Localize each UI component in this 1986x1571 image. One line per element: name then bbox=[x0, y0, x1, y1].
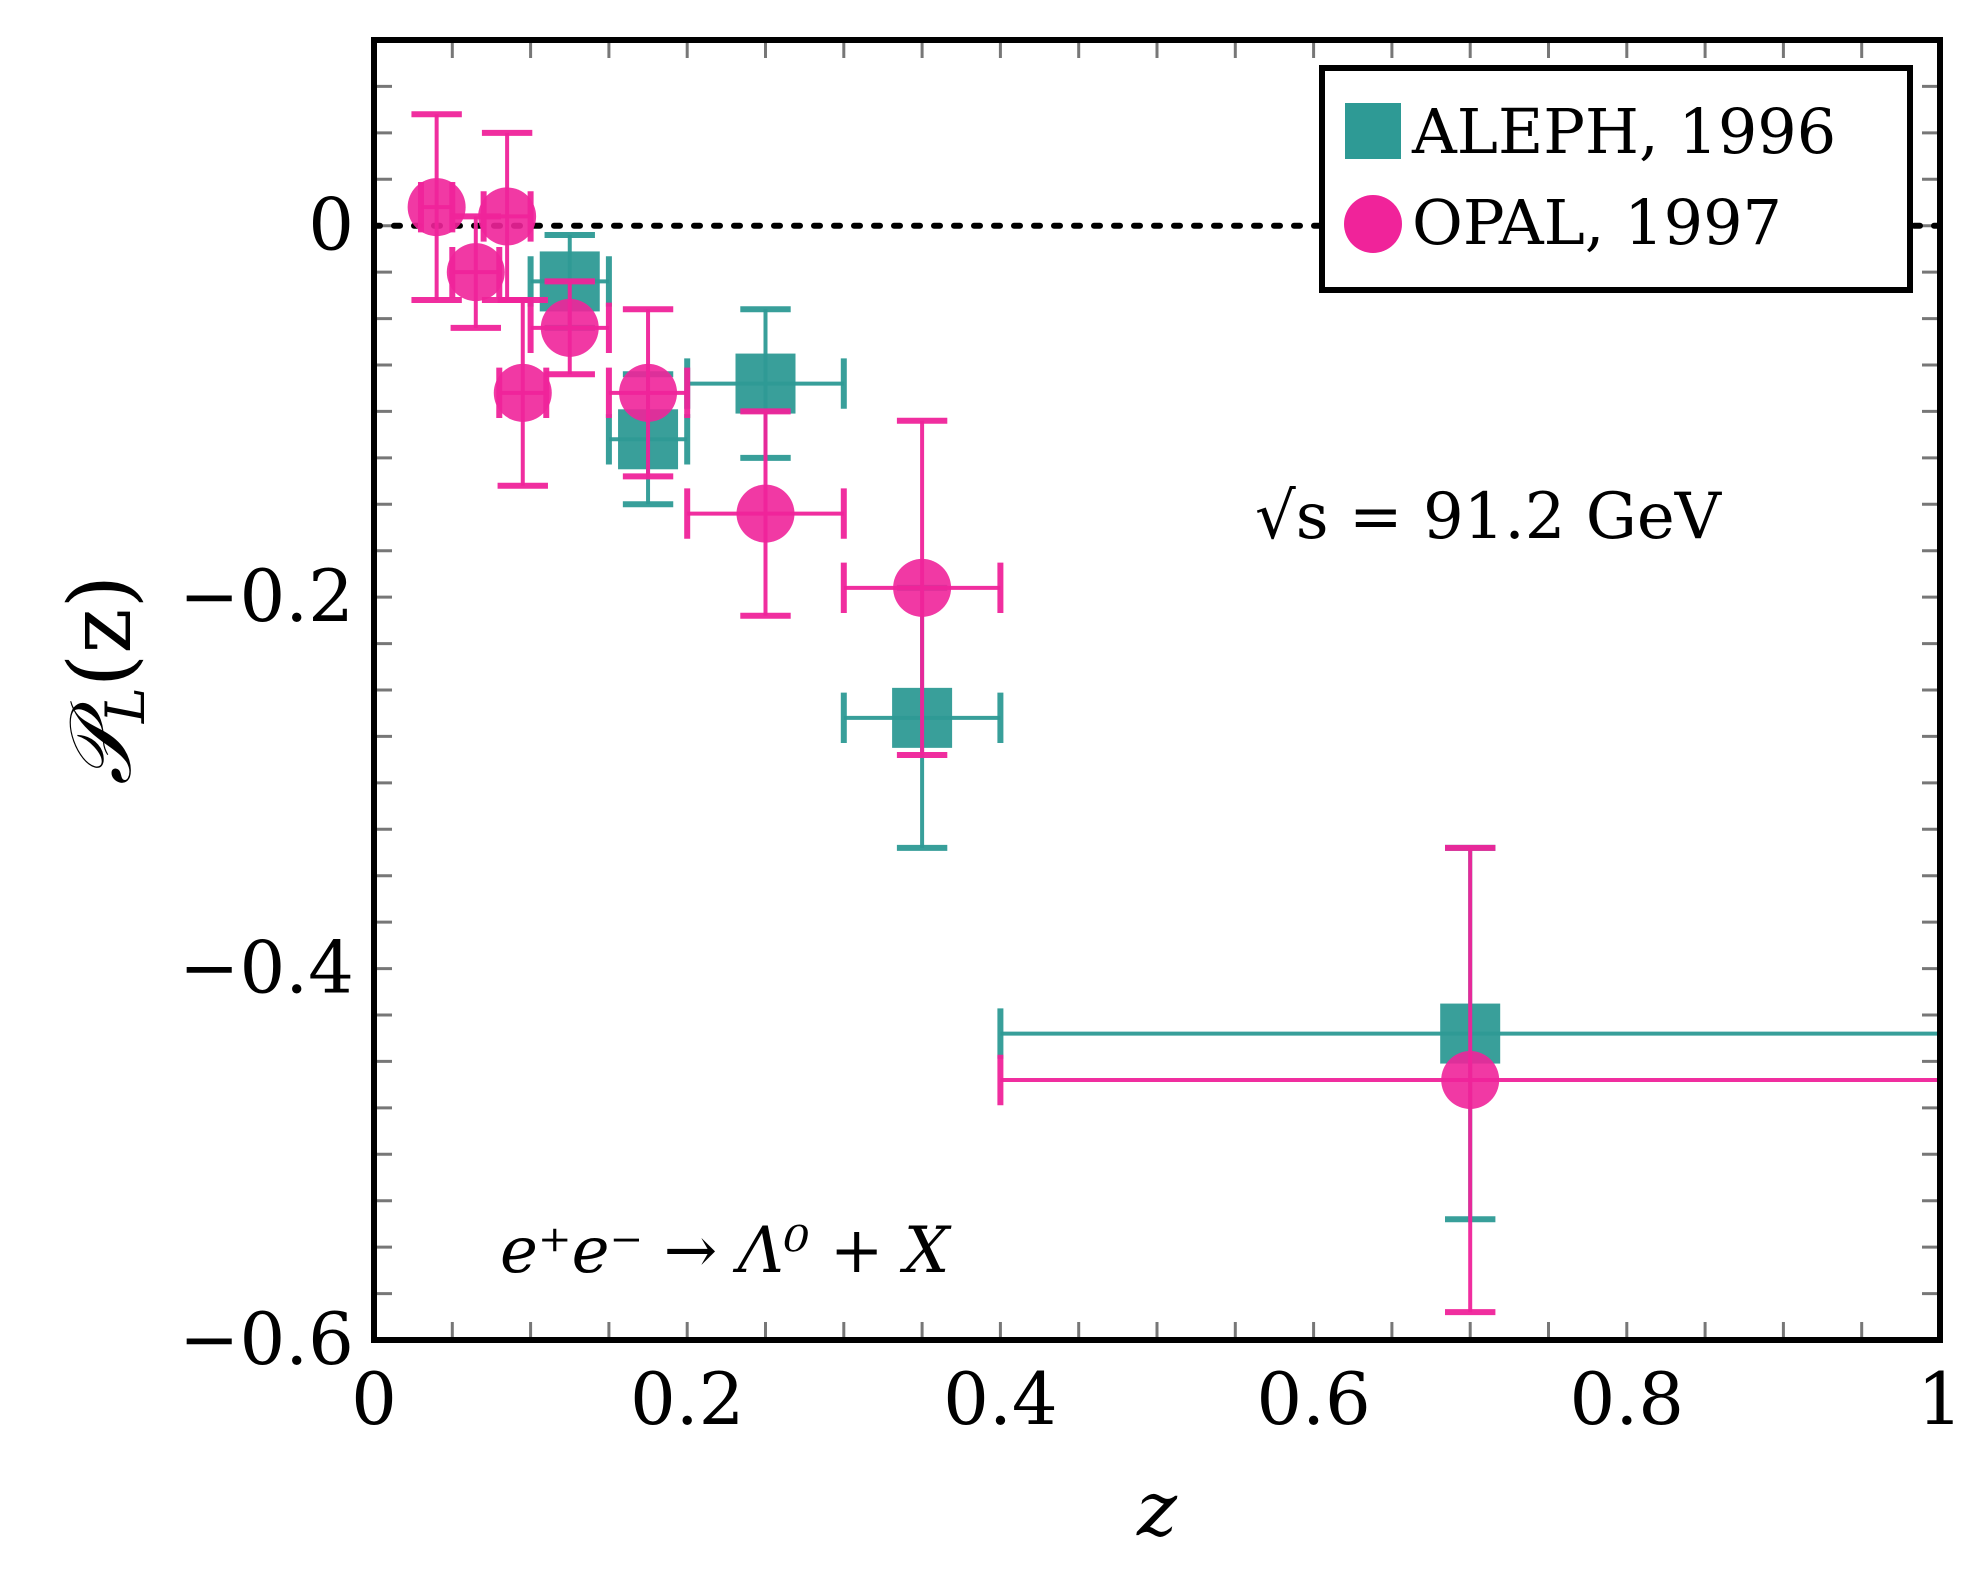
y-axis-label-sub: L bbox=[94, 687, 157, 724]
opal-marker bbox=[540, 298, 599, 357]
x-tick-label: 1 bbox=[1917, 1357, 1963, 1441]
legend-box bbox=[1319, 65, 1913, 293]
y-tick-label: −0.2 bbox=[179, 554, 354, 638]
legend-marker-opal bbox=[1344, 195, 1402, 253]
y-tick-labels: 0 −0.2 −0.4 −0.6 bbox=[179, 183, 354, 1381]
opal-marker bbox=[493, 363, 552, 422]
y-tick-label: −0.4 bbox=[179, 926, 354, 1010]
series-opal bbox=[407, 111, 1943, 1316]
x-tick-label: 0 bbox=[351, 1357, 397, 1441]
process-annotation: e⁺e⁻ → Λ⁰ + X bbox=[500, 1214, 952, 1288]
y-tick-label: 0 bbox=[308, 183, 354, 267]
y-tick-label: −0.6 bbox=[179, 1297, 354, 1381]
x-tick-label: 0.2 bbox=[630, 1357, 745, 1441]
x-tick-labels: 0 0.2 0.4 0.6 0.8 1 bbox=[351, 1357, 1963, 1441]
x-tick-label: 0.6 bbox=[1256, 1357, 1371, 1441]
series-layer bbox=[407, 111, 1943, 1316]
y-axis-label-rest: (z) bbox=[51, 575, 151, 687]
opal-marker bbox=[1441, 1051, 1500, 1109]
energy-annotation: √s = 91.2 GeV bbox=[1255, 480, 1723, 554]
opal-marker bbox=[478, 187, 537, 246]
legend-label-opal: OPAL, 1997 bbox=[1412, 186, 1782, 259]
x-tick-label: 0.4 bbox=[943, 1357, 1058, 1441]
opal-marker bbox=[407, 178, 466, 237]
legend-marker-aleph bbox=[1345, 103, 1401, 159]
opal-marker bbox=[619, 363, 678, 422]
series-aleph bbox=[527, 232, 1943, 1223]
y-axis-label: 𝒫L(z) bbox=[51, 575, 157, 785]
opal-marker bbox=[736, 484, 795, 543]
opal-marker bbox=[446, 243, 505, 302]
x-axis-label: z bbox=[1136, 1464, 1178, 1553]
opal-marker bbox=[893, 558, 952, 617]
x-tick-label: 0.8 bbox=[1570, 1357, 1685, 1441]
aleph-marker bbox=[735, 353, 796, 414]
legend: ALEPH, 1996 OPAL, 1997 bbox=[1319, 65, 1913, 293]
plot-frame bbox=[371, 37, 1943, 1343]
legend-label-aleph: ALEPH, 1996 bbox=[1411, 95, 1836, 168]
